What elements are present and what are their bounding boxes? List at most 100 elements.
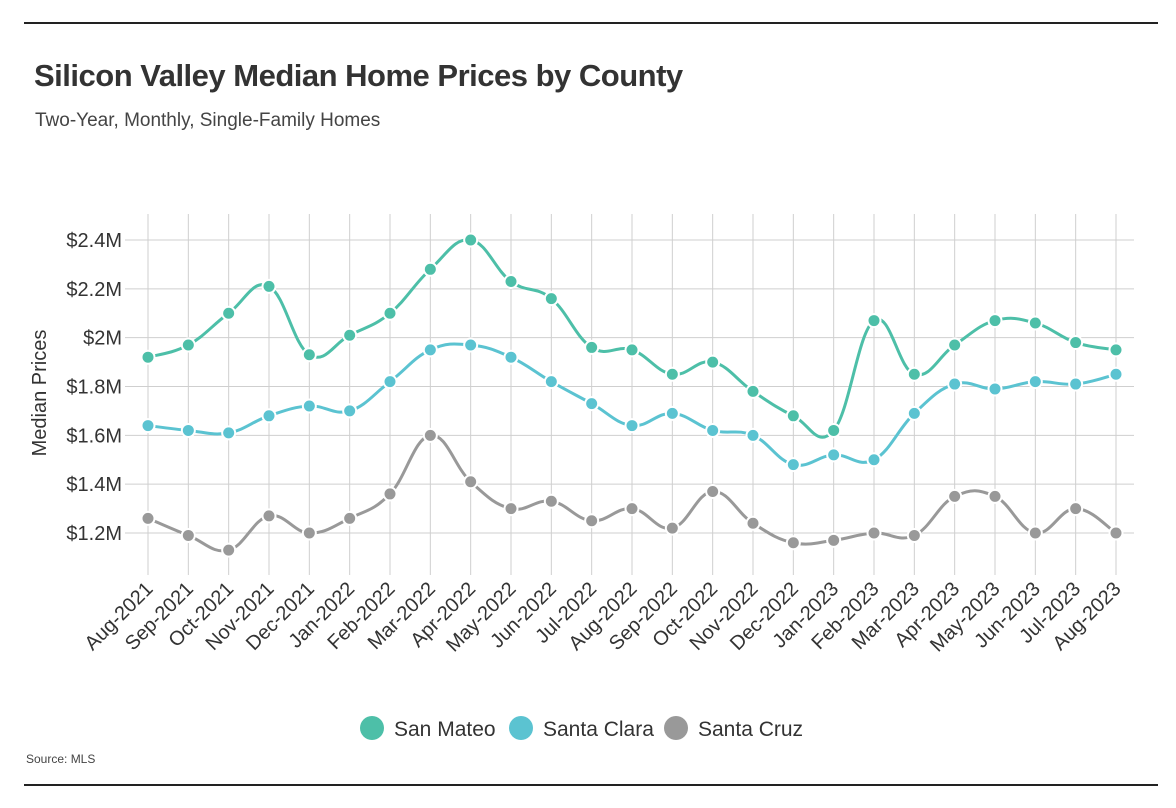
point-santa-cruz <box>1068 501 1084 517</box>
point-santa-cruz <box>664 520 680 536</box>
legend-label-santa-cruz: Santa Cruz <box>698 718 803 741</box>
point-san-mateo <box>382 305 398 321</box>
y-tick-label: $2M <box>83 328 122 350</box>
point-santa-clara <box>180 422 196 438</box>
point-san-mateo <box>947 337 963 353</box>
point-santa-cruz <box>745 515 761 531</box>
y-tick-label: $1.2M <box>66 523 122 545</box>
point-san-mateo <box>261 278 277 294</box>
y-tick-label: $2.2M <box>66 279 122 301</box>
point-santa-clara <box>866 452 882 468</box>
legend-label-san-mateo: San Mateo <box>394 718 496 741</box>
point-santa-cruz <box>947 488 963 504</box>
point-santa-clara <box>664 405 680 421</box>
point-san-mateo <box>624 342 640 358</box>
series-santa-cruz <box>140 427 1124 558</box>
point-santa-cruz <box>140 510 156 526</box>
point-santa-cruz <box>906 527 922 543</box>
point-santa-clara <box>947 376 963 392</box>
point-santa-cruz <box>826 532 842 548</box>
top-rule <box>24 22 1158 24</box>
point-san-mateo <box>745 383 761 399</box>
point-san-mateo <box>503 274 519 290</box>
point-santa-cruz <box>584 513 600 529</box>
point-santa-cruz <box>785 535 801 551</box>
point-santa-clara <box>140 418 156 434</box>
point-santa-cruz <box>1108 525 1124 541</box>
point-san-mateo <box>866 313 882 329</box>
point-santa-clara <box>221 425 237 441</box>
point-santa-cruz <box>1027 525 1043 541</box>
point-san-mateo <box>301 347 317 363</box>
point-san-mateo <box>584 339 600 355</box>
point-santa-clara <box>826 447 842 463</box>
legend-label-santa-clara: Santa Clara <box>543 718 654 741</box>
source-note: Source: MLS <box>26 752 96 766</box>
point-santa-clara <box>1027 374 1043 390</box>
point-santa-cruz <box>866 525 882 541</box>
point-santa-cruz <box>261 508 277 524</box>
y-tick-label: $1.6M <box>66 425 122 447</box>
point-san-mateo <box>1068 335 1084 351</box>
y-tick-label: $1.8M <box>66 377 122 399</box>
point-san-mateo <box>342 327 358 343</box>
point-san-mateo <box>1027 315 1043 331</box>
point-santa-cruz <box>624 501 640 517</box>
point-san-mateo <box>826 422 842 438</box>
point-santa-clara <box>382 374 398 390</box>
point-santa-cruz <box>543 493 559 509</box>
point-santa-cruz <box>382 486 398 502</box>
point-santa-clara <box>584 396 600 412</box>
y-tick-label: $2.4M <box>66 230 122 252</box>
grid-lines <box>125 214 1134 575</box>
point-santa-cruz <box>463 474 479 490</box>
point-santa-clara <box>624 418 640 434</box>
point-san-mateo <box>906 366 922 382</box>
series-santa-clara <box>140 337 1124 473</box>
point-san-mateo <box>1108 342 1124 358</box>
point-san-mateo <box>463 232 479 248</box>
point-santa-cruz <box>705 483 721 499</box>
point-santa-clara <box>342 403 358 419</box>
legend-swatch-santa-cruz <box>664 716 688 740</box>
point-santa-clara <box>705 422 721 438</box>
point-santa-clara <box>422 342 438 358</box>
point-santa-clara <box>301 398 317 414</box>
point-san-mateo <box>785 408 801 424</box>
legend-item-san-mateo: San Mateo <box>360 716 496 741</box>
point-santa-cruz <box>221 542 237 558</box>
point-santa-clara <box>1108 366 1124 382</box>
series-group <box>140 232 1124 558</box>
point-santa-clara <box>906 405 922 421</box>
point-santa-cruz <box>301 525 317 541</box>
point-santa-clara <box>503 349 519 365</box>
point-santa-cruz <box>342 510 358 526</box>
point-santa-cruz <box>180 527 196 543</box>
point-santa-clara <box>543 374 559 390</box>
legend-swatch-san-mateo <box>360 716 384 740</box>
point-santa-clara <box>261 408 277 424</box>
point-santa-clara <box>1068 376 1084 392</box>
point-san-mateo <box>664 366 680 382</box>
y-axis-title: Median Prices <box>29 330 51 457</box>
point-santa-clara <box>987 381 1003 397</box>
point-san-mateo <box>543 291 559 307</box>
point-san-mateo <box>987 313 1003 329</box>
point-santa-clara <box>785 457 801 473</box>
point-santa-clara <box>463 337 479 353</box>
point-san-mateo <box>180 337 196 353</box>
point-san-mateo <box>221 305 237 321</box>
chart-title: Silicon Valley Median Home Prices by Cou… <box>34 58 683 93</box>
y-tick-labels: $1.2M $1.4M $1.6M $1.8M $2M $2.2M $2.4M <box>66 230 122 545</box>
legend-swatch-santa-clara <box>509 716 533 740</box>
point-santa-cruz <box>503 501 519 517</box>
point-san-mateo <box>140 349 156 365</box>
chart-subtitle: Two-Year, Monthly, Single-Family Homes <box>35 110 381 131</box>
legend: San Mateo Santa Clara Santa Cruz <box>360 716 803 741</box>
bottom-rule <box>24 784 1158 786</box>
x-tick-labels: Aug-2021Sep-2021Oct-2021Nov-2021Dec-2021… <box>81 578 1126 656</box>
point-santa-clara <box>745 427 761 443</box>
point-santa-cruz <box>987 488 1003 504</box>
series-san-mateo <box>140 232 1124 439</box>
